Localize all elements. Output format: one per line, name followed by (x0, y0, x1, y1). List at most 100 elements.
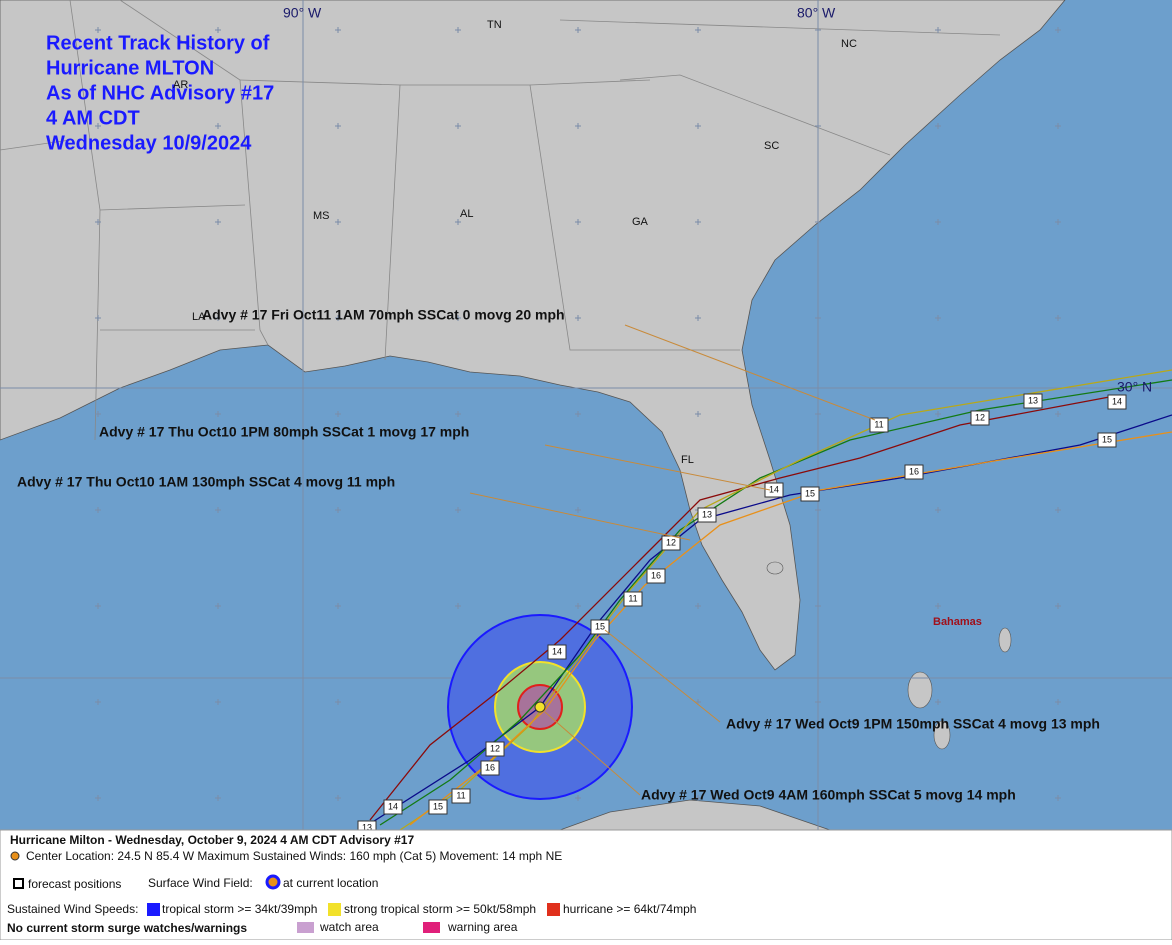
track-label-box (1107, 394, 1127, 410)
grid-cross (815, 507, 821, 513)
grid-cross (815, 123, 821, 129)
track-label-box (383, 799, 403, 815)
land (0, 0, 1066, 671)
track-label: 15 (433, 801, 443, 811)
grid-cross (695, 219, 701, 225)
grid-cross (575, 603, 581, 609)
grid-cross (335, 411, 341, 417)
border (529, 74, 891, 156)
grid-cross (215, 27, 221, 33)
grid-cross (575, 315, 581, 321)
track (369, 394, 1121, 821)
grid-cross (455, 123, 461, 129)
grid-cross (1055, 411, 1061, 417)
grid-cross (215, 411, 221, 417)
grid-cross (935, 603, 941, 609)
grid-cross (695, 603, 701, 609)
grid-cross (1055, 507, 1061, 513)
island (933, 720, 951, 750)
grid-cross (335, 219, 341, 225)
grid-cross (575, 507, 581, 513)
annotation: Advy # 17 Thu Oct10 1PM 80mph SSCat 1 mo… (99, 424, 469, 440)
track-label: 13 (1028, 395, 1038, 405)
state-label: AR (173, 79, 188, 91)
grid-cross (695, 315, 701, 321)
grid-cross (455, 27, 461, 33)
legend-surge: No current storm surge watches/warnings (7, 921, 247, 935)
track-label-box (646, 568, 666, 584)
grid-label: 90° W (283, 5, 322, 21)
warning-swatch (423, 922, 440, 933)
grid-cross (815, 795, 821, 801)
grid-cross (575, 27, 581, 33)
grid-cross (455, 507, 461, 513)
state-label: NC (841, 38, 857, 50)
grid-cross (215, 219, 221, 225)
grid-cross (815, 411, 821, 417)
legend-watch: watch area (319, 920, 379, 934)
grid-cross (335, 27, 341, 33)
title-line: Recent Track History of (46, 32, 270, 54)
grid-cross (215, 699, 221, 705)
track-label-box (764, 482, 784, 498)
track-label-box (485, 741, 505, 757)
leader-line (544, 711, 641, 796)
grid-cross (215, 603, 221, 609)
track-label-box (904, 464, 924, 480)
leader-line (544, 444, 771, 491)
island (907, 671, 933, 709)
annotation: Advy # 17 Wed Oct9 4AM 160mph SSCat 5 mo… (641, 787, 1016, 803)
track-label: 12 (975, 412, 985, 422)
grid-cross (575, 123, 581, 129)
grid-cross (815, 27, 821, 33)
legend-hu: hurricane >= 64kt/74mph (563, 902, 696, 916)
track-label: 12 (666, 537, 676, 547)
center-icon (10, 851, 20, 861)
legend-warning: warning area (447, 920, 518, 934)
watch-swatch (297, 922, 314, 933)
track-label: 15 (805, 488, 815, 498)
border (119, 0, 1001, 81)
grid-cross (935, 699, 941, 705)
grid-cross (575, 411, 581, 417)
state-label: TN (487, 19, 502, 31)
leader-line (604, 629, 721, 723)
track-label: 16 (651, 570, 661, 580)
grid-cross (575, 219, 581, 225)
title-line: Wednesday 10/9/2024 (46, 132, 252, 154)
grid-cross (455, 219, 461, 225)
sts-swatch (328, 903, 341, 916)
grid-cross (95, 795, 101, 801)
grid-cross (455, 603, 461, 609)
track-label: 15 (1102, 434, 1112, 444)
island (766, 561, 784, 575)
track-label-box (623, 591, 643, 607)
state-label: GA (632, 216, 649, 228)
track-label: 13 (362, 822, 372, 832)
track-label-box (428, 799, 448, 815)
state-label: SC (764, 140, 779, 152)
island (998, 627, 1012, 653)
grid-cross (815, 219, 821, 225)
leader-line (469, 492, 691, 541)
grid-cross (215, 123, 221, 129)
legend-details: Center Location: 24.5 N 85.4 W Maximum S… (26, 849, 562, 863)
state-label: FL (681, 454, 694, 466)
state-label: AL (460, 208, 473, 220)
grid-cross (455, 315, 461, 321)
grid-cross (335, 795, 341, 801)
grid-cross (575, 795, 581, 801)
title-line: Hurricane MLTON (46, 57, 214, 79)
track-label: 15 (595, 621, 605, 631)
title-line: 4 AM CDT (46, 107, 140, 129)
grid-cross (1055, 219, 1061, 225)
grid-cross (935, 411, 941, 417)
grid-cross (1055, 315, 1061, 321)
forecast-icon (13, 878, 24, 889)
track-label-box (869, 417, 889, 433)
place-label: Bahamas (933, 616, 982, 628)
leaders (469, 324, 876, 796)
islands (766, 561, 1012, 750)
track-label-box (697, 507, 717, 523)
